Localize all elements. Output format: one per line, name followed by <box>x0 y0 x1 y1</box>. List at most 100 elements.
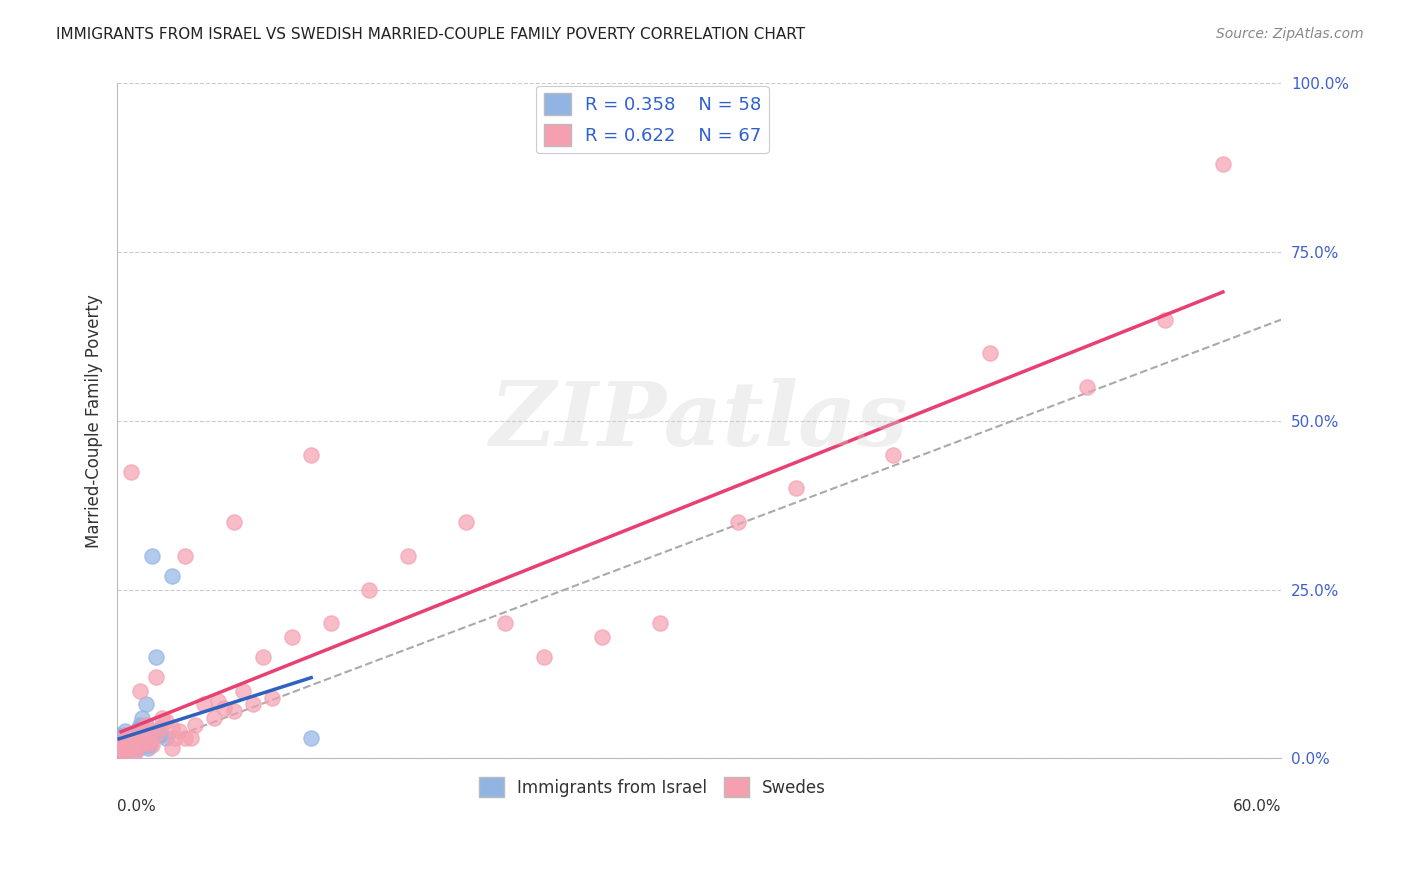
Point <box>114 745 136 759</box>
Text: IMMIGRANTS FROM ISRAEL VS SWEDISH MARRIED-COUPLE FAMILY POVERTY CORRELATION CHAR: IMMIGRANTS FROM ISRAEL VS SWEDISH MARRIE… <box>56 27 806 42</box>
Point <box>114 728 136 742</box>
Point <box>111 738 134 752</box>
Point <box>160 721 183 735</box>
Legend: Immigrants from Israel, Swedes: Immigrants from Israel, Swedes <box>472 771 832 804</box>
Point <box>121 738 143 752</box>
Point <box>124 745 146 759</box>
Text: 60.0%: 60.0% <box>1233 799 1281 814</box>
Point <box>129 738 152 752</box>
Point <box>145 728 167 742</box>
Point <box>120 738 142 752</box>
Point <box>114 734 136 748</box>
Point <box>124 738 146 752</box>
Point <box>141 738 163 752</box>
Text: Source: ZipAtlas.com: Source: ZipAtlas.com <box>1216 27 1364 41</box>
Point <box>145 650 167 665</box>
Point <box>979 346 1001 360</box>
Point <box>232 684 254 698</box>
Point <box>128 741 150 756</box>
Point <box>111 734 134 748</box>
Point <box>319 616 342 631</box>
Point <box>139 734 162 748</box>
Point <box>110 745 132 759</box>
Point <box>110 745 132 759</box>
Point <box>149 721 172 735</box>
Point <box>110 741 132 756</box>
Point <box>882 448 904 462</box>
Point <box>650 616 672 631</box>
Point <box>359 582 381 597</box>
Point <box>1153 312 1175 326</box>
Point <box>118 741 141 756</box>
Point <box>145 670 167 684</box>
Point <box>727 515 749 529</box>
Point <box>533 650 555 665</box>
Point <box>155 714 177 729</box>
Point <box>167 724 190 739</box>
Point <box>207 694 229 708</box>
Point <box>108 728 131 742</box>
Point <box>146 724 169 739</box>
Point <box>174 731 197 745</box>
Point <box>115 734 138 748</box>
Point <box>785 482 807 496</box>
Point <box>115 728 138 742</box>
Point <box>121 741 143 756</box>
Point <box>128 721 150 735</box>
Point <box>120 731 142 745</box>
Point <box>299 448 322 462</box>
Point <box>591 630 613 644</box>
Point <box>118 741 141 756</box>
Point <box>262 690 284 705</box>
Point <box>135 724 157 739</box>
Point <box>193 698 215 712</box>
Point <box>155 731 177 745</box>
Point <box>111 745 134 759</box>
Point <box>111 734 134 748</box>
Point <box>281 630 304 644</box>
Point <box>121 728 143 742</box>
Point <box>114 745 136 759</box>
Point <box>202 711 225 725</box>
Point <box>141 549 163 563</box>
Point <box>396 549 419 563</box>
Point <box>124 738 146 752</box>
Point <box>135 717 157 731</box>
Point <box>111 741 134 756</box>
Point <box>110 738 132 752</box>
Text: ZIPatlas: ZIPatlas <box>491 377 908 464</box>
Point <box>136 738 159 752</box>
Point <box>121 734 143 748</box>
Point <box>120 734 142 748</box>
Point <box>114 731 136 745</box>
Point <box>111 741 134 756</box>
Point <box>124 738 146 752</box>
Point <box>128 728 150 742</box>
Point <box>139 738 162 752</box>
Point <box>299 731 322 745</box>
Point <box>125 741 148 756</box>
Point <box>129 717 152 731</box>
Point <box>115 741 138 756</box>
Point <box>124 745 146 759</box>
Point <box>129 728 152 742</box>
Point <box>222 704 245 718</box>
Point <box>118 738 141 752</box>
Point <box>150 711 173 725</box>
Point <box>135 698 157 712</box>
Point <box>118 731 141 745</box>
Point <box>110 734 132 748</box>
Text: 0.0%: 0.0% <box>117 799 156 814</box>
Point <box>149 728 172 742</box>
Point <box>125 738 148 752</box>
Point <box>118 738 141 752</box>
Point <box>131 711 153 725</box>
Point <box>114 741 136 756</box>
Point <box>115 731 138 745</box>
Point <box>124 738 146 752</box>
Point <box>134 724 156 739</box>
Point <box>120 728 142 742</box>
Point <box>456 515 478 529</box>
Point <box>118 738 141 752</box>
Y-axis label: Married-Couple Family Poverty: Married-Couple Family Poverty <box>86 294 103 548</box>
